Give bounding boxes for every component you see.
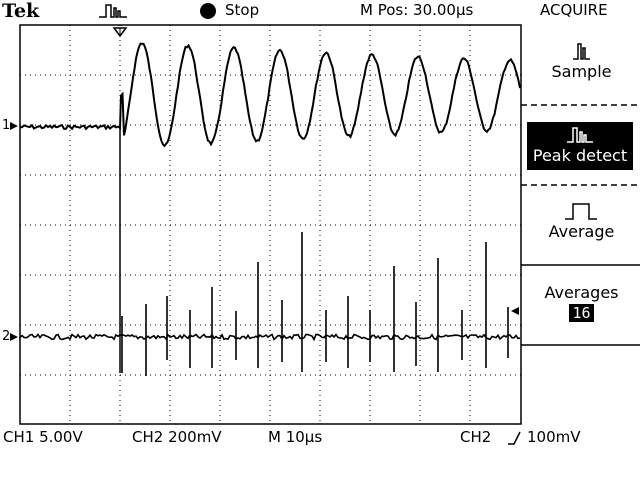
averages-value: 16 xyxy=(569,304,594,322)
horizontal-position: M Pos: 30.00µs xyxy=(360,1,474,19)
graticule-grid xyxy=(20,25,521,424)
trigger-level-arrow xyxy=(511,307,519,315)
trigger-position-marker xyxy=(112,27,128,38)
ch2-ground-arrow xyxy=(10,333,18,341)
ch1-scale[interactable]: CH1 5.00V xyxy=(3,428,83,446)
timebase-scale[interactable]: M 10µs xyxy=(268,428,323,446)
average-icon xyxy=(565,203,597,220)
peak-detect-icon xyxy=(567,127,593,143)
sample-icon xyxy=(573,43,590,60)
ch1-waveform xyxy=(19,42,521,148)
averages-label: Averages xyxy=(544,283,619,302)
sample-mode-button[interactable]: Sample xyxy=(523,40,640,81)
menu-dividers xyxy=(521,104,640,346)
menu-title: ACQUIRE xyxy=(540,1,608,19)
sample-label: Sample xyxy=(551,62,612,81)
trigger-level[interactable]: 100mV xyxy=(527,428,581,446)
run-stop-indicator xyxy=(200,3,216,19)
ch2-scale[interactable]: CH2 200mV xyxy=(132,428,222,446)
averages-count-button[interactable]: Averages 16 xyxy=(523,283,640,322)
run-state-label: Stop xyxy=(225,1,260,19)
status-bar: CH1 5.00V CH2 200mV M 10µs CH2 100mV xyxy=(0,428,640,450)
average-label: Average xyxy=(548,222,615,241)
peak-detect-mode-button[interactable]: Peak detect xyxy=(527,122,633,170)
brand-logo: Tek xyxy=(2,0,40,22)
status-header: Tek Stop M Pos: 30.00µs ACQUIRE xyxy=(0,0,640,24)
rising-edge-icon xyxy=(508,431,521,445)
peak-detect-label: Peak detect xyxy=(532,146,628,165)
trigger-source[interactable]: CH2 xyxy=(460,428,492,446)
average-mode-button[interactable]: Average xyxy=(523,200,640,241)
ch2-marker-label: 2 xyxy=(2,329,11,344)
acquire-mode-icon xyxy=(99,4,127,18)
ch1-marker-label: 1 xyxy=(2,118,11,133)
ch1-ground-arrow xyxy=(10,122,18,130)
ch2-waveform xyxy=(19,232,521,376)
